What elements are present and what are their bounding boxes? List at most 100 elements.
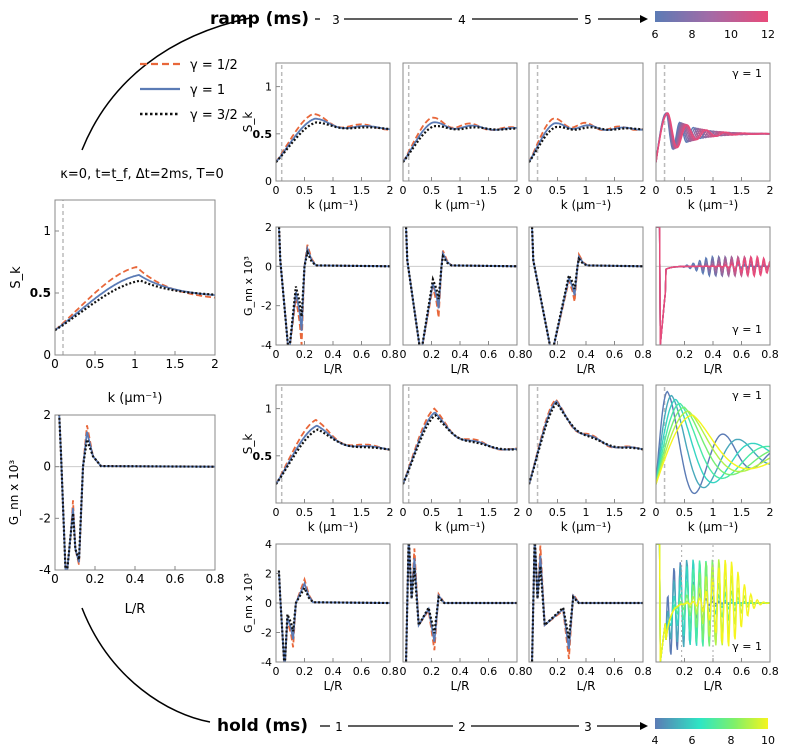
- grid-r1-c0: 0 0.2 0.4 0.6 0.8 -4 -2 0 2 L/R G_nn x 10³: [242, 221, 399, 376]
- x-tick-label: 0.4: [577, 665, 595, 678]
- x-tick-label: 0.2: [85, 572, 104, 586]
- x-tick-label: 0.2: [423, 665, 441, 678]
- x-tick-label: 0: [400, 665, 407, 678]
- sk-series-line: [529, 397, 643, 485]
- y-axis-label: G_nn x 10³: [242, 256, 255, 316]
- plot-frame: [402, 226, 518, 346]
- x-tick-label: 0.6: [480, 348, 498, 361]
- gnn-series-line: [278, 227, 390, 345]
- x-tick-label: 1: [710, 506, 717, 519]
- ramp-colorbar-tick: 10: [724, 28, 738, 41]
- x-tick-label: 0.4: [324, 348, 342, 361]
- x-tick-label: 0.6: [733, 348, 751, 361]
- x-axis-label: k (μm⁻¹): [308, 520, 359, 534]
- x-tick-label: 1.5: [353, 184, 371, 197]
- x-tick-label: 0: [653, 506, 660, 519]
- y-tick-label: -2: [261, 627, 272, 640]
- grid-r0-c1-data: [403, 63, 517, 181]
- sk-series-line: [55, 274, 215, 331]
- gamma-annotation: γ = 1: [732, 323, 762, 336]
- x-tick-label: 2: [514, 184, 521, 197]
- x-tick-label: 0.2: [676, 348, 694, 361]
- x-axis-label: k (μm⁻¹): [308, 198, 359, 212]
- x-tick-label: 0.8: [381, 665, 399, 678]
- x-axis-label: k (μm⁻¹): [688, 198, 739, 212]
- family-line: [656, 227, 770, 345]
- sk-series-line: [403, 116, 517, 163]
- x-axis-label: L/R: [703, 679, 722, 693]
- y-tick-label: 0: [43, 460, 51, 474]
- hold-label: hold (ms): [217, 716, 308, 736]
- x-tick-label: 0.2: [296, 348, 314, 361]
- grid-r2-c0: 0 0.5 1 1.5 20.51k (μm⁻¹)S_k: [241, 384, 394, 534]
- gamma-annotation: γ = 1: [732, 640, 762, 653]
- grid-r2-c1: 0 0.5 1 1.5 2 k (μm⁻¹): [400, 384, 521, 534]
- x-tick-label: 1: [330, 184, 337, 197]
- gnn-series-line: [404, 544, 517, 662]
- ramp-colorbar-tick: 8: [689, 28, 696, 41]
- sk-series-line: [55, 279, 215, 332]
- x-tick-label: 0.4: [451, 665, 469, 678]
- sk-series-line: [276, 117, 390, 163]
- y-tick-label: 2: [265, 568, 272, 581]
- x-tick-label: 1: [131, 357, 139, 371]
- x-tick-label: 2: [767, 506, 774, 519]
- family-line: [656, 398, 770, 485]
- legend-label: γ = 1: [190, 83, 225, 98]
- x-axis-label: L/R: [125, 602, 146, 617]
- x-tick-label: 0.8: [508, 665, 526, 678]
- gnn-series-line: [277, 227, 390, 345]
- sk-series-line: [403, 125, 517, 163]
- ramp-header: ramp (ms) 3 4 5 6 8 10 12: [81, 9, 775, 151]
- legend-label: γ = 3/2: [190, 108, 238, 123]
- x-tick-label: 0.8: [634, 665, 652, 678]
- x-tick-label: 0.6: [353, 348, 371, 361]
- x-tick-label: 0: [273, 348, 280, 361]
- x-axis-label: L/R: [450, 362, 469, 376]
- x-tick-label: 0: [51, 357, 59, 371]
- plot-frame: [275, 384, 391, 504]
- x-axis-label: L/R: [323, 362, 342, 376]
- sk-series-line: [276, 418, 390, 485]
- x-tick-label: 0: [273, 506, 280, 519]
- x-tick-label: 0.5: [423, 506, 441, 519]
- x-tick-label: 1.5: [733, 184, 751, 197]
- x-tick-label: 0: [400, 348, 407, 361]
- hold-arrow: [640, 722, 648, 730]
- gnn-series-line: [405, 227, 517, 345]
- hold-arc: [81, 607, 211, 723]
- x-tick-label: 0.2: [549, 665, 567, 678]
- x-axis-label: k (μm⁻¹): [435, 520, 486, 534]
- grid-r3-c2-data: [529, 544, 643, 662]
- grid-r1-c3-data: [656, 227, 770, 345]
- x-tick-label: 2: [640, 184, 647, 197]
- x-tick-label: 0: [526, 348, 533, 361]
- x-tick-label: 0.2: [296, 665, 314, 678]
- x-tick-label: 1.5: [165, 357, 184, 371]
- x-tick-label: 0.6: [480, 665, 498, 678]
- y-tick-label: 0: [265, 597, 272, 610]
- y-tick-label: 0: [265, 260, 272, 273]
- hold-colorbar-tick: 10: [761, 734, 775, 747]
- gnn-series-line: [277, 570, 390, 662]
- x-tick-label: 2: [640, 506, 647, 519]
- y-tick-label: 4: [265, 538, 272, 551]
- grid-r1-c1: 0 0.2 0.4 0.6 0.8 L/R: [400, 226, 526, 376]
- x-tick-label: 1.5: [353, 506, 371, 519]
- x-tick-label: 2: [387, 506, 394, 519]
- sk-series-line: [529, 125, 643, 163]
- grid-r3-c1: 0 0.2 0.4 0.6 0.8 L/R: [400, 543, 526, 693]
- x-tick-label: 1.5: [606, 506, 624, 519]
- x-tick-label: 0.4: [324, 665, 342, 678]
- grid-r3-c0-data: [276, 570, 390, 662]
- params-text: κ=0, t=t_f, Δt=2ms, T=0: [60, 167, 223, 182]
- x-tick-label: 0.8: [381, 348, 399, 361]
- hold-colorbar-tick: 8: [728, 734, 735, 747]
- grid-r0-c2: 0 0.5 1 1.5 2 k (μm⁻¹): [526, 62, 647, 212]
- ramp-colorbar-tick: 12: [761, 28, 775, 41]
- family-line: [656, 394, 770, 489]
- gnn-series-line: [404, 227, 517, 345]
- x-tick-label: 2: [514, 506, 521, 519]
- x-tick-label: 2: [767, 184, 774, 197]
